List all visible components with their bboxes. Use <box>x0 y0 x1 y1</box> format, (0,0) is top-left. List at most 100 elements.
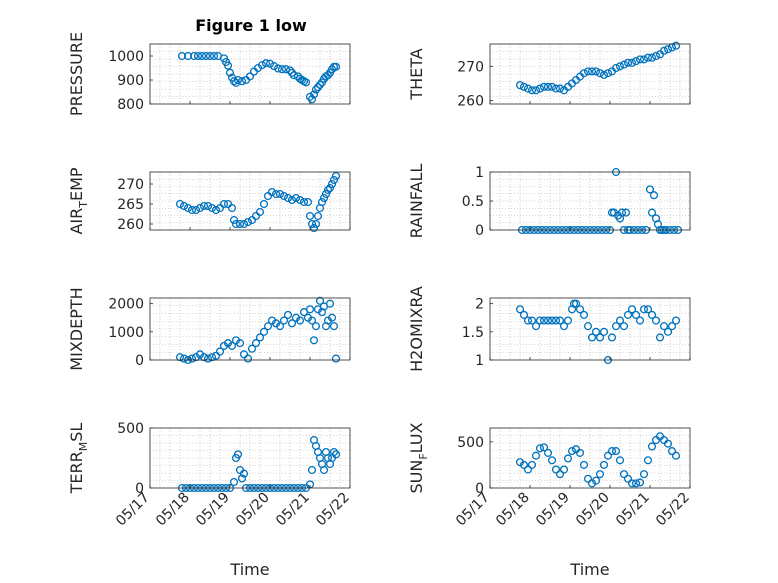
panel-row3-right-ytick-label-2: 2 <box>475 297 484 313</box>
panel-top-left-marker-0-4 <box>197 51 207 61</box>
panel-row4-right-marker-0-38 <box>667 447 677 456</box>
panel-row2-left-marker-0-5 <box>195 203 205 213</box>
panel-row2-left-marker-0-32 <box>299 197 309 207</box>
panel-row3-right-marker-0-9 <box>551 316 561 325</box>
panel-row2-right-marker-0-30 <box>621 208 631 217</box>
panel-row4-right-ylabel-tail: LUX <box>407 422 426 453</box>
panel-row4-right-marker-0-19 <box>591 476 601 485</box>
panel-row3-right-marker-0-6 <box>539 316 549 325</box>
panel-row3-left-marker-0-0 <box>175 353 185 362</box>
panel-top-left-marker-0-26 <box>273 64 283 73</box>
panel-row4-right-marker-0-30 <box>635 478 645 487</box>
panel-row2-left-ylabel-main: AIR <box>67 208 86 235</box>
panel-row2-left-marker-0-4 <box>191 205 201 215</box>
panel-row2-left-marker-0-14 <box>229 215 239 225</box>
panel-row3-left-marker-0-18 <box>247 344 257 353</box>
panel-row2-left-marker-0-15 <box>231 219 241 229</box>
panel-row3-left-marker-0-8 <box>207 353 217 362</box>
panel-row2-left-marker-0-33 <box>303 197 313 207</box>
panel-row2-left-axes-box <box>149 171 351 231</box>
panel-row2-left-marker-0-2 <box>183 203 193 213</box>
panel-row2-right-marker-0-37 <box>645 185 655 194</box>
panel-row4-right-marker-0-16 <box>579 460 589 469</box>
panel-row3-left-marker-0-27 <box>283 310 293 319</box>
panel-top-right-marker-0-26 <box>619 60 629 69</box>
panel-row2-left-marker-0-41 <box>319 193 329 203</box>
panel-row3-right-marker-0-22 <box>599 327 609 336</box>
panel-row2-left-marker-0-40 <box>317 197 327 207</box>
panel-row2-left-ylabel-tail: EMP <box>67 167 86 201</box>
panel-top-right-marker-0-10 <box>555 84 565 93</box>
panel-row4-right-ylabel-main: SUN <box>407 460 426 494</box>
panel-row4-right-marker-0-39 <box>671 451 681 460</box>
panel-row3-left-marker-0-21 <box>259 327 269 336</box>
panel-top-left-marker-0-27 <box>277 65 287 74</box>
panel-row3-left-marker-0-16 <box>239 350 249 359</box>
panel-top-left-marker-0-16 <box>233 75 243 85</box>
panel-top-right-axes-box <box>489 43 691 105</box>
panel-row3-left-ytick-label-0: 0 <box>135 353 144 369</box>
panel-row3-left-marker-0-20 <box>255 333 265 342</box>
panel-row3-left-marker-0-33 <box>305 305 315 314</box>
panel-row3-right-marker-0-18 <box>583 322 593 331</box>
panel-top-right-marker-0-22 <box>603 69 613 78</box>
panel-row4-right-marker-0-9 <box>551 465 561 474</box>
panel-row2-right-ylabel-main: RAINFALL <box>407 164 426 239</box>
panel-top-right-marker-0-7 <box>543 82 553 91</box>
panel-row3-right-marker-0-2 <box>523 316 533 325</box>
panel-row4-left-ytick-label-1: 500 <box>117 421 144 437</box>
panel-row2-left-marker-0-28 <box>283 193 293 203</box>
panel-row2-left-marker-0-34 <box>305 211 315 221</box>
panel-row3-right-marker-0-1 <box>519 310 529 319</box>
panel-top-left-marker-0-46 <box>323 71 333 80</box>
panel-row4-right-marker-0-6 <box>539 443 549 452</box>
panel-top-right-marker-0-20 <box>595 69 605 78</box>
panel-top-left-marker-0-22 <box>257 61 267 70</box>
panel-row3-right-marker-0-38 <box>663 327 673 336</box>
panel-top-right-ytick-label-1: 270 <box>457 59 484 75</box>
panel-top-left-marker-0-42 <box>315 80 325 89</box>
panel-row2-left-marker-0-47 <box>331 171 341 181</box>
panel-top-left-marker-0-31 <box>289 71 299 80</box>
panel-row4-left-marker-0-17 <box>237 474 247 483</box>
panel-row3-right-marker-0-16 <box>575 305 585 314</box>
panel-row3-right-marker-0-24 <box>607 333 617 342</box>
panel-row2-left-marker-0-6 <box>199 201 209 211</box>
panel-top-right-marker-0-34 <box>651 51 661 61</box>
panel-row4-right-marker-0-21 <box>599 460 609 469</box>
panel-row2-left-marker-0-45 <box>327 179 337 189</box>
panel-row4-left-ylabel-main: TERR <box>67 451 86 494</box>
panel-top-left-marker-0-28 <box>281 65 291 74</box>
panel-row3-right-marker-0-37 <box>659 322 669 331</box>
panel-row3-left-marker-0-35 <box>309 336 319 345</box>
panel-row4-right-ylabel-sub: F <box>417 453 430 459</box>
panel-top-right-marker-0-33 <box>647 53 657 62</box>
panel-row4-right-marker-0-12 <box>563 454 573 463</box>
panel-row4-left-marker-0-15 <box>233 450 243 459</box>
panel-row2-right-marker-0-39 <box>649 191 659 200</box>
panel-row3-right-marker-0-39 <box>667 322 677 331</box>
panel-top-right-marker-0-17 <box>583 67 593 76</box>
panel-top-right-marker-0-21 <box>599 70 609 79</box>
panel-top-left-marker-0-39 <box>309 90 319 99</box>
panel-top-left-marker-0-41 <box>313 83 323 92</box>
panel-row2-left-marker-0-16 <box>235 219 245 229</box>
panel-row4-left-ylabel: TERRMSL <box>67 423 90 495</box>
panel-row4-right-marker-0-28 <box>627 479 637 488</box>
panel-row3-right-marker-0-29 <box>627 305 637 314</box>
panel-top-left-marker-0-11 <box>223 61 233 70</box>
panel-row4-right-marker-0-5 <box>535 444 545 453</box>
panel-row4-right-marker-0-32 <box>643 456 653 465</box>
panel-row3-right-marker-0-17 <box>579 310 589 319</box>
panel-top-right-marker-0-6 <box>539 82 549 91</box>
panel-row4-right-marker-0-25 <box>615 456 625 465</box>
panel-row4-right-ylabel: SUNFLUX <box>407 422 430 493</box>
panel-row4-left-marker-0-48 <box>331 450 341 459</box>
panel-row4-right-xlabel: Time <box>569 560 609 579</box>
panel-row3-right-marker-0-25 <box>611 322 621 331</box>
panel-row3-right-marker-0-4 <box>531 322 541 331</box>
panel-row2-left-marker-0-18 <box>243 217 253 227</box>
panel-row4-right-marker-0-3 <box>527 460 537 469</box>
panel-top-left-marker-0-1 <box>183 51 193 61</box>
